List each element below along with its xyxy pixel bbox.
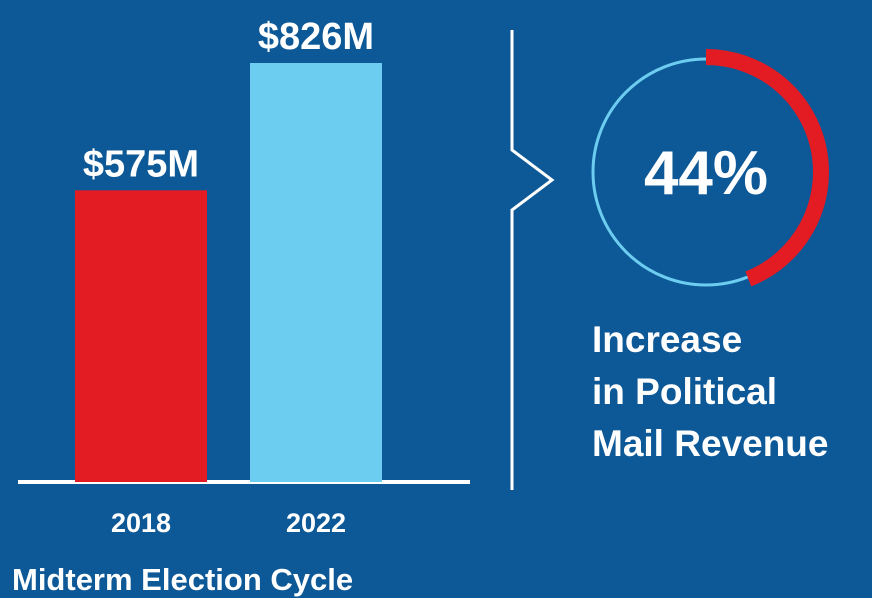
- caption-line: Increase: [592, 319, 742, 360]
- x-tick-label: 2022: [286, 508, 346, 538]
- x-axis-label: Midterm Election Cycle: [12, 562, 353, 597]
- caption-line: Mail Revenue: [592, 423, 828, 464]
- donut-arc: [705, 49, 829, 287]
- donut-value-label: 44%: [644, 139, 768, 208]
- value-label: $575M: [83, 143, 199, 185]
- divider: [510, 30, 555, 490]
- value-label: $826M: [258, 16, 374, 58]
- caption-line: in Political: [592, 371, 777, 412]
- x-tick-label: 2018: [111, 508, 171, 538]
- bar: [250, 63, 382, 482]
- bar: [75, 190, 207, 482]
